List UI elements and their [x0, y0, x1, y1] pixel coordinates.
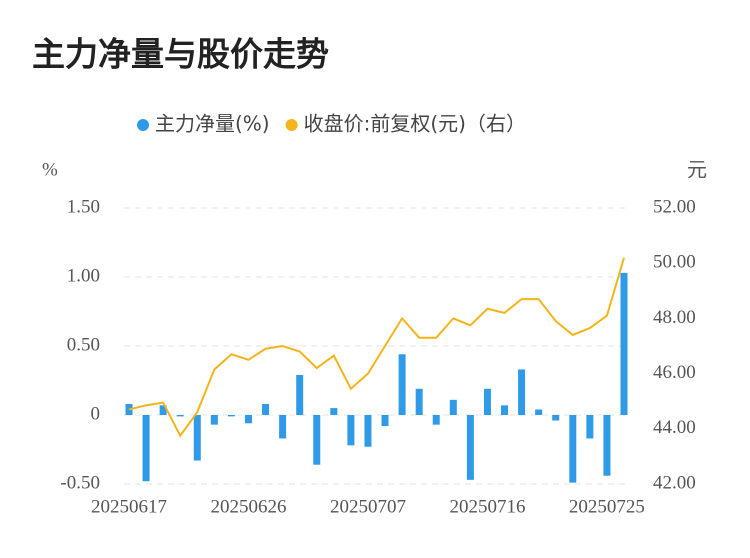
y-tick-label: 1.00	[67, 265, 100, 286]
y-tick-label: 0.50	[67, 334, 100, 355]
y2-tick-label: 46.00	[653, 362, 696, 383]
bar	[432, 415, 440, 425]
bar	[330, 408, 338, 415]
y2-tick-label: 44.00	[653, 417, 696, 438]
y2-tick-label: 42.00	[653, 472, 696, 493]
bar	[586, 415, 594, 439]
legend-label: 收盘价:前复权(元)（右）	[304, 112, 526, 136]
bar	[603, 415, 611, 476]
bar	[347, 415, 355, 446]
y2-unit: 元	[687, 158, 707, 182]
x-tick-label: 20250716	[449, 496, 525, 517]
bar	[501, 405, 509, 415]
chart-title: 主力净量与股价走势	[32, 35, 329, 74]
y2-tick-label: 48.00	[653, 307, 696, 328]
bar	[620, 272, 628, 415]
bar	[296, 374, 304, 415]
bar	[176, 415, 184, 417]
legend-label: 主力净量(%)	[155, 112, 270, 136]
y2-tick-label: 50.00	[653, 252, 696, 273]
legend-marker	[285, 119, 298, 131]
x-tick-label: 20250707	[330, 496, 406, 517]
bar	[381, 415, 389, 427]
bar	[449, 399, 457, 415]
bar	[227, 415, 235, 417]
bar	[364, 415, 372, 447]
price-line	[128, 257, 625, 438]
bar	[415, 388, 423, 415]
bar	[552, 415, 560, 421]
bar	[193, 415, 201, 461]
y-tick-label: -0.50	[60, 472, 100, 493]
y2-tick-label: 52.00	[653, 196, 696, 217]
bar	[159, 405, 167, 415]
y-unit: %	[42, 159, 58, 180]
bar	[535, 409, 543, 415]
bar	[142, 415, 150, 482]
bar	[262, 403, 270, 415]
x-tick-label: 20250626	[210, 496, 286, 517]
bar	[518, 369, 526, 415]
bar	[483, 388, 491, 415]
x-tick-label: 20250617	[91, 496, 167, 517]
bar	[210, 415, 218, 425]
bar	[466, 415, 474, 480]
bar	[569, 415, 577, 483]
bar	[398, 354, 406, 415]
x-tick-label: 20250725	[569, 496, 645, 517]
bar	[279, 415, 287, 439]
legend-marker	[137, 119, 149, 131]
bar	[313, 415, 321, 465]
y-tick-label: 1.50	[67, 196, 100, 217]
y-tick-label: 0	[91, 403, 101, 424]
bar	[244, 415, 252, 424]
